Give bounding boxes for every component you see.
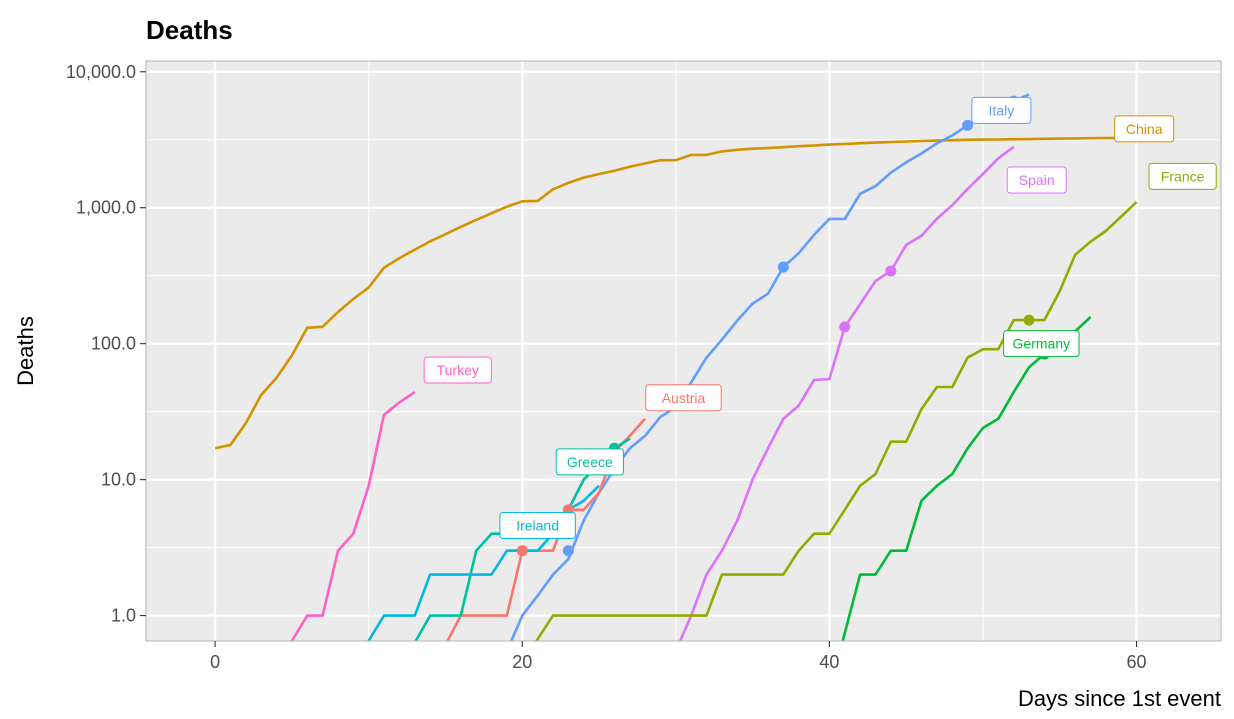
series-label-box — [1003, 330, 1080, 358]
series-label-box — [645, 384, 722, 412]
grid-major — [146, 61, 1221, 641]
series-marker-france — [1023, 314, 1035, 326]
series-line-china — [214, 136, 1168, 450]
y-tick-label: 100.0 — [91, 334, 136, 354]
plot-panel-border — [145, 60, 1222, 642]
y-tick-label: 10,000.0 — [66, 62, 136, 82]
series-label-turkey: Turkey — [423, 356, 492, 384]
series-label-text: Austria — [662, 390, 706, 406]
series-label-text: Italy — [989, 102, 1015, 118]
y-tick-label: 1,000.0 — [76, 198, 136, 218]
series-line-italy — [509, 93, 1030, 641]
series-label-text: Turkey — [437, 362, 479, 378]
series-marker-spain — [885, 265, 897, 277]
x-tick-label: 40 — [819, 652, 839, 672]
series-marker-spain — [839, 321, 851, 333]
series-label-box — [499, 511, 576, 539]
series-label-text: Spain — [1019, 172, 1055, 188]
series-line-france — [534, 201, 1138, 641]
x-tick-label: 60 — [1127, 652, 1147, 672]
series-label-germany: Germany — [1003, 330, 1080, 358]
series-label-box — [423, 356, 492, 384]
series-marker-austria — [516, 545, 528, 557]
x-tick-label: 20 — [512, 652, 532, 672]
series-label-ireland: Ireland — [499, 511, 576, 539]
y-tick-label: 10.0 — [101, 470, 136, 490]
series-label-box — [1114, 115, 1175, 143]
x-axis-title: Days since 1st event — [1018, 686, 1221, 711]
y-tick-label: 1.0 — [111, 606, 136, 626]
series-labels: China Italy Spain France Germany Austria Greec… — [423, 96, 1217, 539]
series-label-text: France — [1161, 168, 1205, 184]
x-axis: 0 20 40 60 — [210, 641, 1147, 672]
series-label-austria: Austria — [645, 384, 722, 412]
series-label-text: Ireland — [516, 517, 559, 533]
series-label-china: China — [1114, 115, 1175, 143]
series-marker-italy — [962, 119, 974, 131]
series-label-box — [971, 96, 1032, 124]
series-label-box — [555, 448, 624, 476]
chart-title: Deaths — [146, 15, 233, 45]
series-label-greece: Greece — [555, 448, 624, 476]
series-label-text: China — [1126, 121, 1163, 137]
series-label-box — [1148, 162, 1217, 190]
series-label-italy: Italy — [971, 96, 1032, 124]
series-label-text: Germany — [1013, 336, 1071, 352]
series-marker-italy — [562, 545, 574, 557]
y-axis-title: Deaths — [13, 316, 38, 386]
series-line-turkey — [290, 391, 416, 641]
series-marker-italy — [777, 261, 789, 273]
x-tick-label: 0 — [210, 652, 220, 672]
series-label-text: Greece — [567, 454, 613, 470]
series-line-ireland — [367, 484, 600, 641]
series-label-spain: Spain — [1006, 166, 1067, 194]
series-label-france: France — [1148, 162, 1217, 190]
series-label-box — [1006, 166, 1067, 194]
y-axis: 1.0 10.0 100.0 1,000.0 10,000.0 — [66, 62, 146, 626]
